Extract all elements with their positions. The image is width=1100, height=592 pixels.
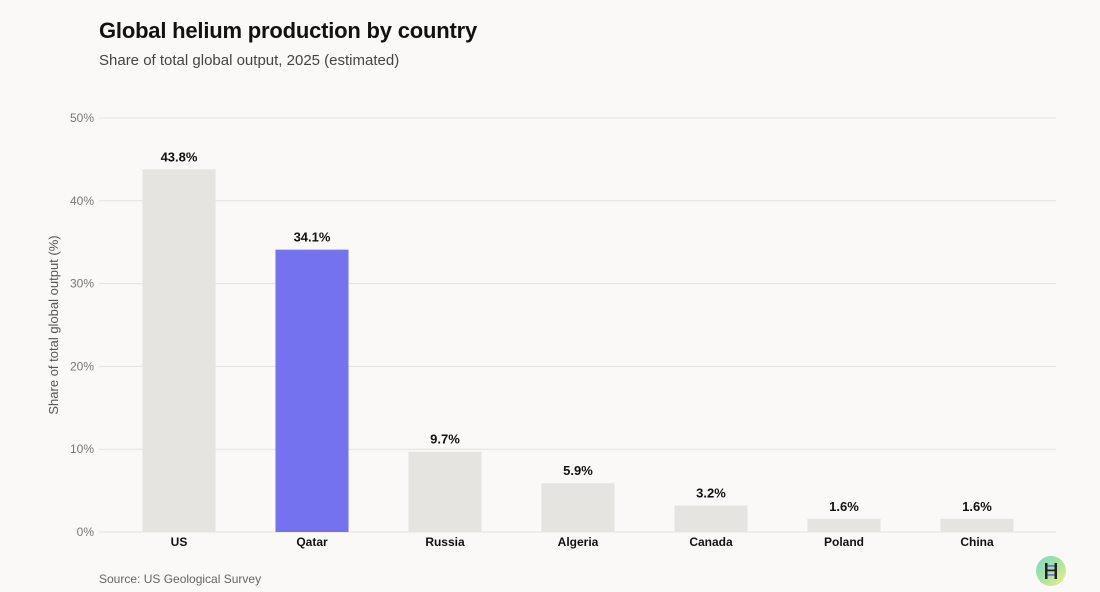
x-tick-label: US xyxy=(171,535,188,549)
data-label: 34.1% xyxy=(294,230,331,245)
bar-canada xyxy=(674,505,748,532)
x-tick-label: Russia xyxy=(425,535,465,549)
data-label: 1.6% xyxy=(962,499,992,514)
x-tick-label: China xyxy=(960,535,994,549)
bar-china xyxy=(940,518,1014,532)
source-note: Source: US Geological Survey xyxy=(99,572,262,586)
data-label: 1.6% xyxy=(829,499,859,514)
data-label: 5.9% xyxy=(563,463,593,478)
data-label: 43.8% xyxy=(161,149,198,164)
x-tick-label: Poland xyxy=(824,535,864,549)
x-tick-label: Canada xyxy=(689,535,733,549)
y-tick-label: 10% xyxy=(70,442,94,456)
y-tick-label: 0% xyxy=(77,525,95,539)
bar-poland xyxy=(807,518,881,532)
publisher-logo-icon xyxy=(1036,556,1066,586)
data-label: 9.7% xyxy=(430,432,460,447)
y-tick-label: 40% xyxy=(70,194,94,208)
bar-qatar xyxy=(275,249,349,533)
y-tick-label: 30% xyxy=(70,277,94,291)
y-tick-label: 50% xyxy=(70,111,94,125)
chart-subtitle: Share of total global output, 2025 (esti… xyxy=(99,52,400,69)
bar-algeria xyxy=(541,483,615,532)
y-axis-label: Share of total global output (%) xyxy=(46,235,61,414)
chart-title: Global helium production by country xyxy=(99,18,478,43)
bar-us xyxy=(142,169,216,532)
x-tick-label: Qatar xyxy=(296,535,328,549)
x-tick-label: Algeria xyxy=(558,535,599,549)
y-tick-label: 20% xyxy=(70,359,94,373)
bar-russia xyxy=(408,451,482,532)
data-label: 3.2% xyxy=(696,486,726,501)
